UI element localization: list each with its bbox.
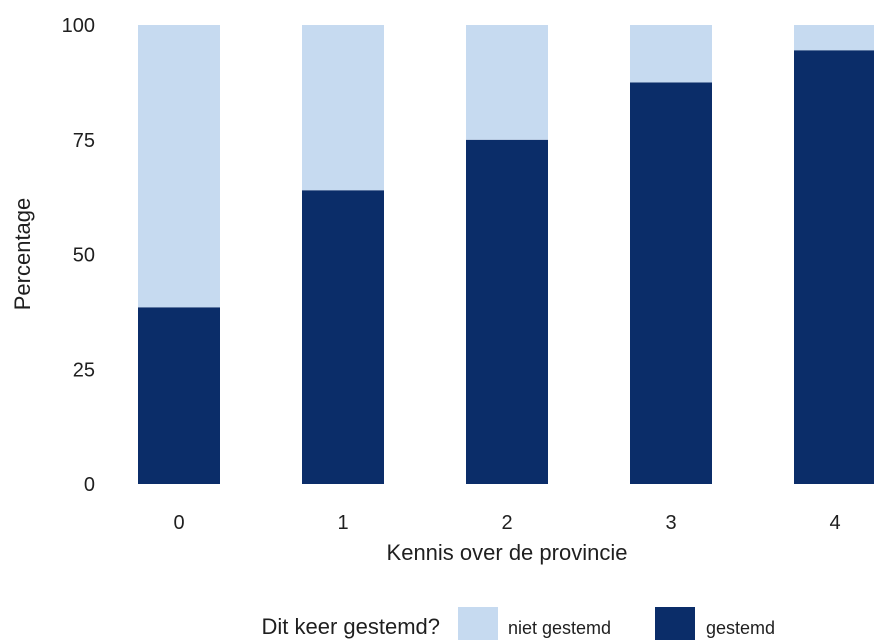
bar-niet-gestemd-0 [138, 25, 220, 308]
legend-title: Dit keer gestemd? [261, 614, 440, 639]
y-axis-ticks: 0 25 50 75 100 [62, 15, 95, 496]
x-axis-ticks: 0 1 2 3 4 [173, 512, 840, 534]
bar-niet-gestemd-2 [466, 25, 548, 140]
x-tick-label: 1 [337, 512, 348, 534]
bar-gestemd-3 [630, 82, 712, 484]
bar-niet-gestemd-1 [302, 25, 384, 191]
y-axis-title: Percentage [10, 198, 35, 311]
bar-gestemd-1 [302, 190, 384, 485]
legend-key-gestemd [655, 607, 695, 640]
x-tick-label: 2 [501, 512, 512, 534]
legend-label: gestemd [706, 618, 775, 638]
bar-niet-gestemd-4 [794, 25, 874, 51]
legend-key-niet-gestemd [458, 607, 498, 640]
y-tick-label: 100 [62, 15, 95, 37]
legend: Dit keer gestemd? niet gestemd gestemd [261, 607, 775, 640]
x-axis-title: Kennis over de provincie [387, 540, 628, 565]
x-tick-label: 3 [665, 512, 676, 534]
bar-niet-gestemd-3 [630, 25, 712, 83]
y-tick-label: 50 [73, 245, 95, 267]
legend-label: niet gestemd [508, 618, 611, 638]
y-tick-label: 75 [73, 130, 95, 152]
plot-area [138, 25, 874, 485]
y-tick-label: 0 [84, 474, 95, 496]
bar-gestemd-4 [794, 50, 874, 485]
x-tick-label: 0 [173, 512, 184, 534]
y-tick-label: 25 [73, 359, 95, 381]
bar-gestemd-0 [138, 307, 220, 484]
legend-items: niet gestemd gestemd [458, 607, 775, 640]
x-tick-label: 4 [829, 512, 840, 534]
bar-gestemd-2 [466, 139, 548, 484]
